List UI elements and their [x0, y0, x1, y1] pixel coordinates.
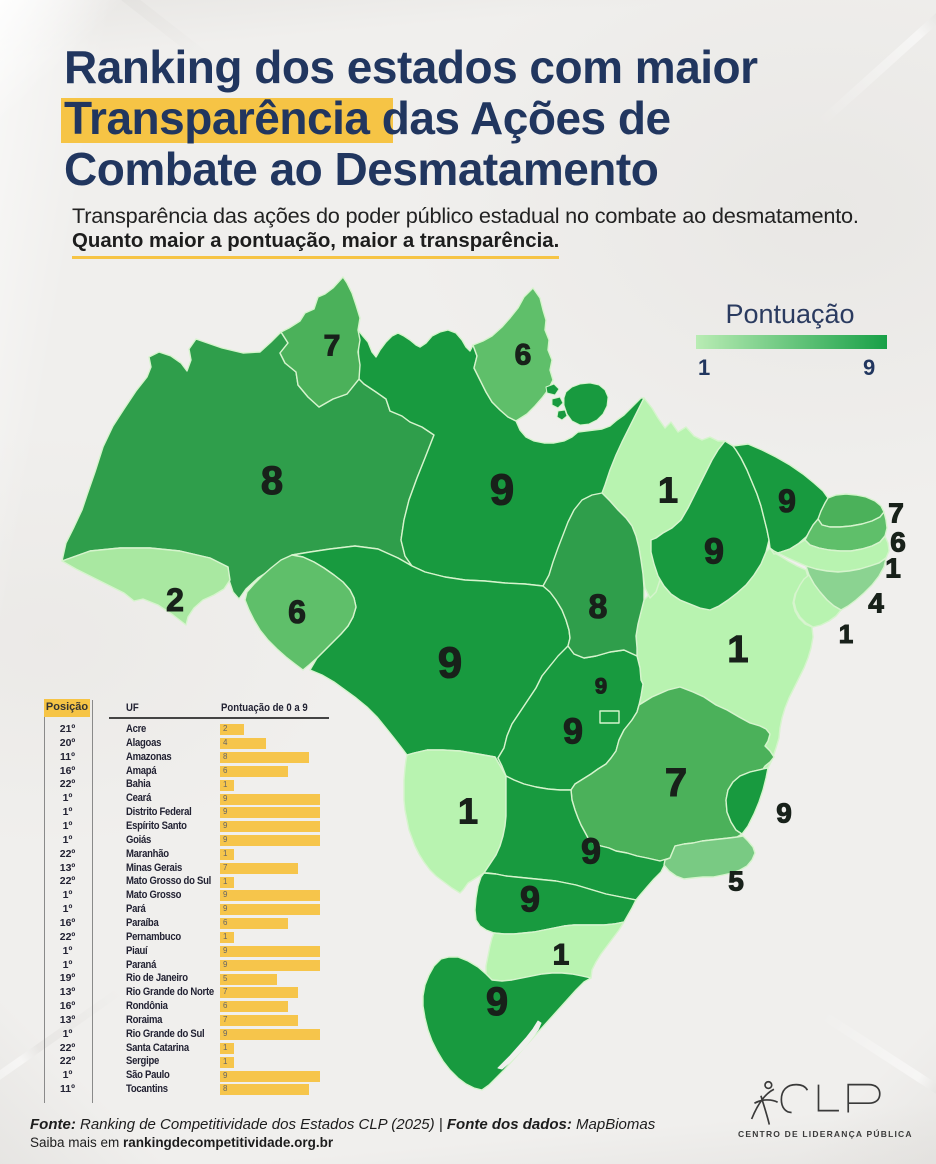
svg-text:5: 5 — [728, 866, 744, 897]
svg-text:1: 1 — [658, 470, 678, 511]
svg-text:9: 9 — [563, 711, 583, 752]
svg-text:4: 4 — [868, 588, 884, 619]
svg-text:9: 9 — [778, 483, 796, 519]
svg-text:9: 9 — [704, 531, 724, 572]
svg-text:9: 9 — [486, 980, 508, 1024]
svg-text:8: 8 — [261, 459, 283, 503]
svg-text:6: 6 — [515, 339, 532, 372]
svg-text:8: 8 — [589, 588, 608, 626]
svg-text:7: 7 — [888, 498, 904, 529]
svg-text:6: 6 — [890, 527, 906, 558]
svg-text:9: 9 — [490, 466, 514, 515]
svg-text:1: 1 — [885, 553, 901, 584]
svg-text:2: 2 — [166, 582, 184, 618]
svg-text:9: 9 — [595, 674, 607, 699]
svg-text:9: 9 — [581, 831, 601, 872]
svg-text:9: 9 — [776, 798, 792, 829]
svg-text:9: 9 — [438, 639, 462, 688]
svg-text:1: 1 — [727, 629, 748, 671]
svg-text:1: 1 — [553, 939, 570, 972]
svg-text:7: 7 — [665, 761, 687, 805]
svg-text:9: 9 — [520, 879, 540, 920]
svg-text:1: 1 — [839, 619, 853, 649]
svg-text:7: 7 — [324, 330, 341, 363]
svg-text:6: 6 — [288, 594, 306, 630]
svg-text:1: 1 — [458, 791, 478, 832]
